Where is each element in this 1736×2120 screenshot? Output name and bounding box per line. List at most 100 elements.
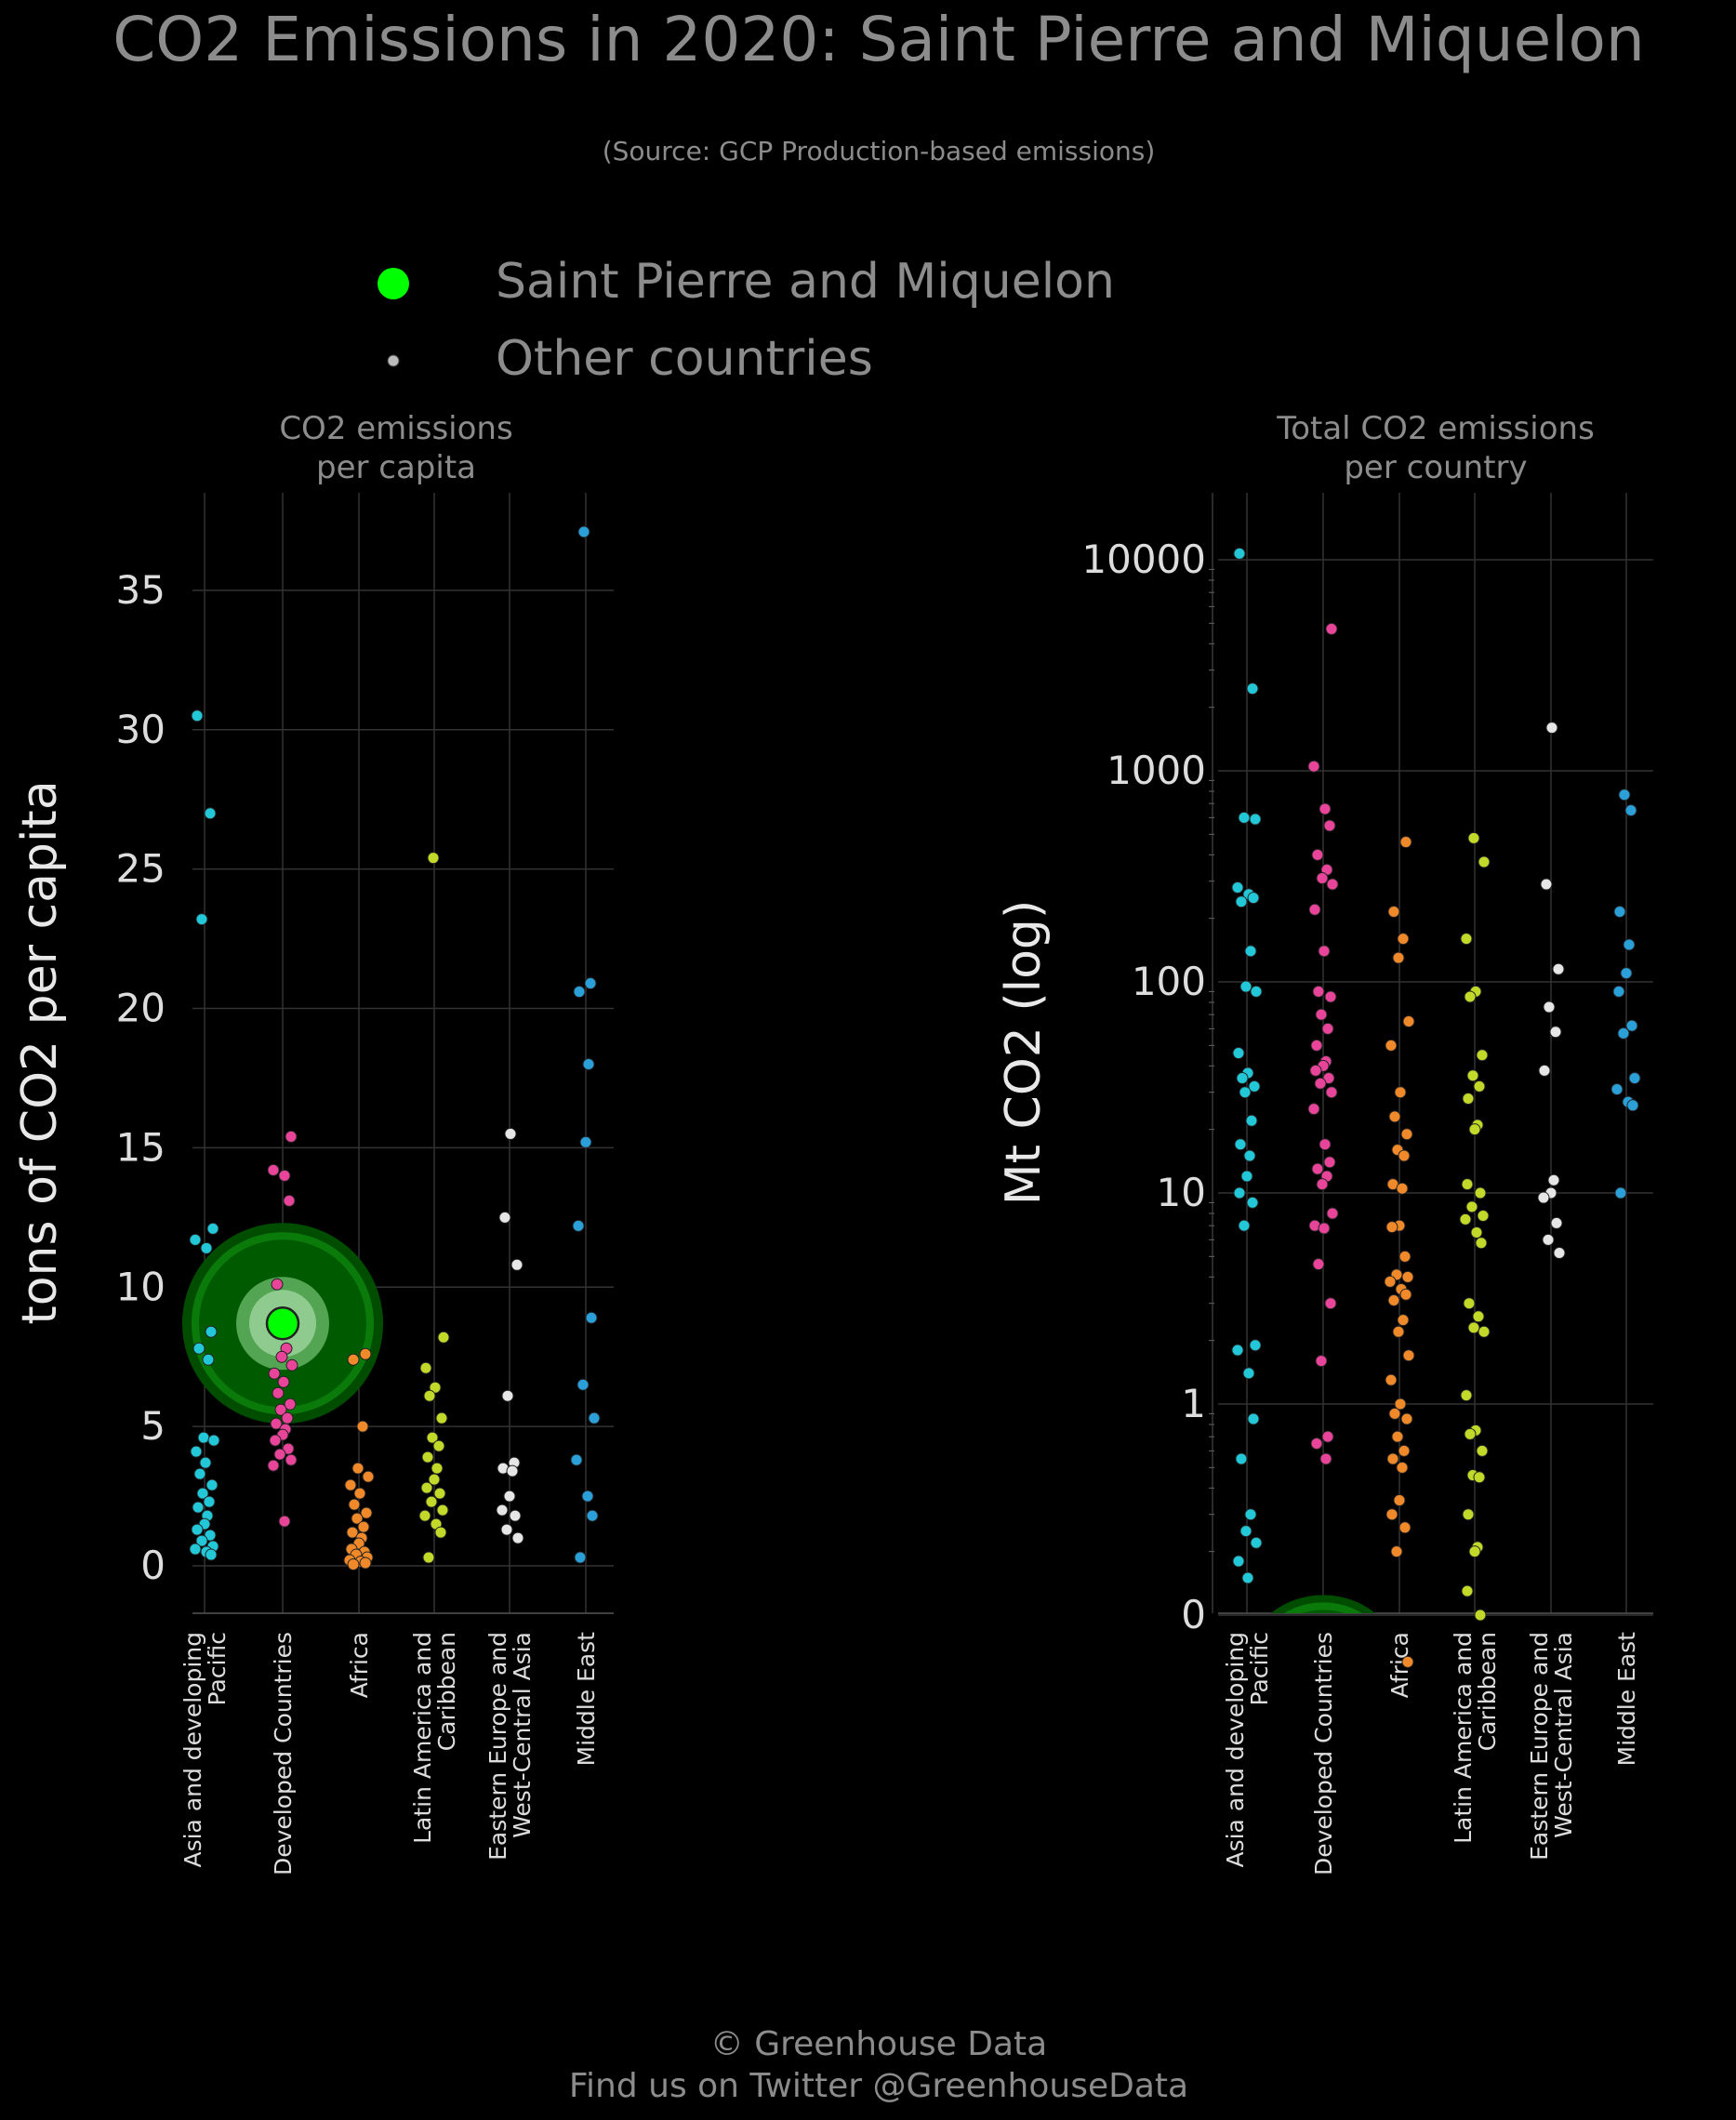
data-point-latin-america-and-caribbean xyxy=(1476,1049,1489,1062)
data-point-asia-and-developing-pacific xyxy=(202,1353,215,1366)
data-point-asia-and-developing-pacific xyxy=(1240,1170,1253,1183)
data-point-asia-and-developing-pacific xyxy=(1233,547,1246,560)
legend-highlight-label: Saint Pierre and Miquelon xyxy=(496,254,1115,310)
data-point-developed-countries xyxy=(1323,819,1336,832)
data-point-developed-countries xyxy=(1307,1103,1320,1116)
data-point-developed-countries xyxy=(1319,1138,1332,1151)
data-point-middle-east xyxy=(1626,1099,1639,1112)
data-point-latin-america-and-caribbean xyxy=(437,1331,450,1344)
data-point-developed-countries xyxy=(1318,945,1331,958)
x-category-label: Latin America and xyxy=(1450,1632,1477,1844)
data-point-asia-and-developing-pacific xyxy=(1249,1339,1262,1352)
data-point-middle-east xyxy=(1623,938,1636,951)
data-point-latin-america-and-caribbean xyxy=(1467,1321,1480,1334)
data-point-developed-countries xyxy=(1326,878,1339,891)
data-point-africa xyxy=(1385,1221,1398,1234)
data-point-asia-and-developing-pacific xyxy=(1246,682,1259,696)
data-point-africa xyxy=(353,1487,366,1500)
x-category-label: Eastern Europe and xyxy=(484,1632,511,1861)
data-point-latin-america-and-caribbean xyxy=(423,1389,436,1402)
data-point-middle-east xyxy=(579,1135,592,1148)
data-point-asia-and-developing-pacific xyxy=(1249,813,1262,826)
data-point-latin-america-and-caribbean xyxy=(432,1439,445,1452)
data-point-developed-countries xyxy=(1316,871,1329,884)
data-point-developed-countries xyxy=(285,1130,298,1143)
panel-title: per capita xyxy=(316,449,476,486)
data-point-middle-east xyxy=(1625,1019,1638,1032)
data-point-eastern-europe-and-west-central-asia xyxy=(1549,1026,1562,1039)
data-point-africa xyxy=(1400,1128,1413,1141)
data-point-asia-and-developing-pacific xyxy=(1244,1508,1257,1521)
data-point-developed-countries xyxy=(1312,1258,1325,1271)
data-point-africa xyxy=(1392,951,1405,964)
y-tick-label: 15 xyxy=(116,1124,166,1170)
data-point-developed-countries xyxy=(278,1515,291,1528)
data-point-africa xyxy=(1398,1250,1411,1263)
y-tick-label: 0 xyxy=(1181,1592,1206,1637)
data-point-developed-countries xyxy=(1322,1071,1335,1084)
data-point-developed-countries xyxy=(281,1411,294,1424)
x-category-label: West-Central Asia xyxy=(1550,1632,1577,1838)
data-point-latin-america-and-caribbean xyxy=(1473,1080,1486,1093)
data-point-asia-and-developing-pacific xyxy=(1235,895,1248,908)
data-point-africa xyxy=(1391,1430,1404,1443)
data-point-asia-and-developing-pacific xyxy=(200,1241,213,1254)
data-point-latin-america-and-caribbean xyxy=(1464,990,1477,1003)
data-point-developed-countries xyxy=(272,1386,285,1399)
data-point-developed-countries xyxy=(1308,903,1321,916)
legend: Saint Pierre and Miquelon Other countrie… xyxy=(378,254,1115,387)
data-point-eastern-europe-and-west-central-asia xyxy=(501,1389,514,1402)
data-point-africa xyxy=(356,1420,369,1433)
data-point-developed-countries xyxy=(278,1169,291,1182)
data-point-middle-east xyxy=(1613,906,1626,919)
data-point-developed-countries xyxy=(274,1403,287,1416)
data-point-developed-countries xyxy=(1321,1022,1334,1035)
data-point-asia-and-developing-pacific xyxy=(1250,1536,1263,1549)
legend-others-label: Other countries xyxy=(496,331,873,387)
data-point-developed-countries xyxy=(1309,1064,1322,1077)
data-point-latin-america-and-caribbean xyxy=(429,1381,442,1394)
data-point-eastern-europe-and-west-central-asia xyxy=(504,1127,517,1140)
data-point-latin-america-and-caribbean xyxy=(1470,1226,1483,1239)
data-point-latin-america-and-caribbean xyxy=(1462,1092,1475,1105)
data-point-middle-east xyxy=(1612,985,1625,998)
data-point-africa xyxy=(1396,1182,1409,1195)
y-axis-title: Mt CO2 (log) xyxy=(996,900,1052,1205)
footer-twitter: Find us on Twitter @GreenhouseData xyxy=(569,2067,1188,2105)
data-point-asia-and-developing-pacific xyxy=(1234,1138,1247,1151)
data-point-africa xyxy=(1402,1349,1415,1362)
data-point-eastern-europe-and-west-central-asia xyxy=(1540,878,1553,891)
x-category-label: Caribbean xyxy=(1474,1632,1501,1751)
x-category-label: Middle East xyxy=(1613,1632,1640,1767)
data-point-eastern-europe-and-west-central-asia xyxy=(511,1531,524,1544)
data-point-eastern-europe-and-west-central-asia xyxy=(500,1523,513,1536)
data-point-latin-america-and-caribbean xyxy=(1476,1444,1489,1457)
data-point-middle-east xyxy=(572,1219,585,1232)
data-point-latin-america-and-caribbean xyxy=(434,1526,447,1539)
data-point-africa xyxy=(357,1520,370,1533)
data-point-developed-countries xyxy=(1323,1156,1336,1169)
data-point-eastern-europe-and-west-central-asia xyxy=(1545,722,1558,735)
data-point-latin-america-and-caribbean xyxy=(1473,1471,1486,1484)
data-point-asia-and-developing-pacific xyxy=(1241,1571,1254,1584)
data-point-developed-countries xyxy=(1326,1207,1339,1220)
data-point-asia-and-developing-pacific xyxy=(1247,1412,1260,1425)
data-point-africa xyxy=(1398,1521,1411,1534)
data-point-latin-america-and-caribbean xyxy=(1477,1209,1490,1222)
data-point-developed-countries xyxy=(285,1358,298,1371)
data-point-eastern-europe-and-west-central-asia xyxy=(509,1509,522,1522)
data-point-latin-america-and-caribbean xyxy=(1474,1186,1487,1199)
y-tick-label: 10 xyxy=(1157,1170,1206,1215)
data-point-developed-countries xyxy=(1310,1437,1323,1450)
chart-title: CO2 Emissions in 2020: Saint Pierre and … xyxy=(113,4,1645,75)
data-point-developed-countries xyxy=(267,1163,280,1176)
data-point-latin-america-and-caribbean xyxy=(435,1411,448,1424)
data-point-latin-america-and-caribbean xyxy=(1474,1609,1487,1622)
data-point-latin-america-and-caribbean xyxy=(1466,1069,1479,1082)
data-point-developed-countries xyxy=(1324,990,1337,1003)
panel-title: per country xyxy=(1344,449,1527,486)
data-point-latin-america-and-caribbean xyxy=(1468,1123,1481,1136)
data-point-asia-and-developing-pacific xyxy=(195,913,208,926)
data-point-africa xyxy=(1396,1461,1409,1474)
data-point-developed-countries xyxy=(284,1398,297,1411)
